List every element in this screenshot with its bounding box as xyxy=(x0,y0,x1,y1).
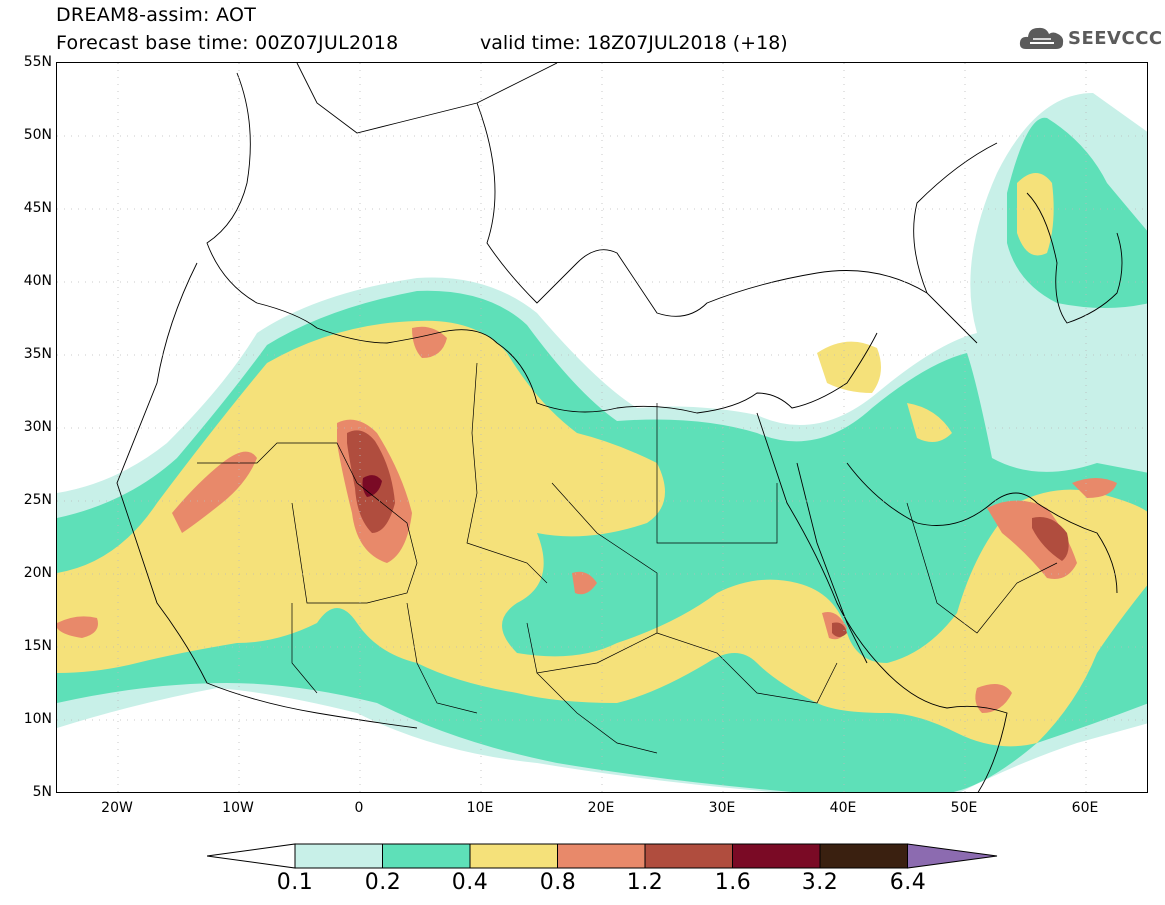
colorbar-under-arrow xyxy=(207,843,296,869)
colorbar-over-arrow xyxy=(907,843,998,869)
colorbar-label-3-2: 3.2 xyxy=(801,870,839,895)
lon-label-50e: 50E xyxy=(950,800,978,816)
colorbar-label-1-6: 1.6 xyxy=(714,870,752,895)
colorbar-swatch-6 xyxy=(819,843,908,869)
colorbar-label-0-8: 0.8 xyxy=(539,870,577,895)
cloud-icon xyxy=(1019,27,1064,49)
colorbar-swatch-1 xyxy=(382,843,471,869)
lon-label-30e: 30E xyxy=(708,800,736,816)
colorbar-swatch-0 xyxy=(294,843,383,869)
map-area[interactable] xyxy=(56,62,1148,793)
lon-label-20w: 20W xyxy=(101,800,133,816)
colorbar-label-0-2: 0.2 xyxy=(364,870,402,895)
lat-label-45n: 45N xyxy=(23,200,52,216)
country-borders xyxy=(197,362,1058,754)
logo-text: SEEVCCC xyxy=(1068,27,1163,49)
map-title: DREAM8-assim: AOT xyxy=(56,4,257,26)
colorbar xyxy=(207,843,998,869)
lat-label-30n: 30N xyxy=(23,419,52,435)
seevccc-logo: SEEVCCC xyxy=(1018,22,1163,54)
lat-label-5n: 5N xyxy=(32,784,52,800)
lon-label-10e: 10E xyxy=(466,800,494,816)
lon-label-40e: 40E xyxy=(829,800,857,816)
colorbar-label-1-2: 1.2 xyxy=(626,870,664,895)
lat-label-50n: 50N xyxy=(23,127,52,143)
lat-label-10n: 10N xyxy=(23,711,52,727)
graticule xyxy=(57,63,1147,792)
colorbar-swatch-2 xyxy=(469,843,558,869)
lon-label-0: 0 xyxy=(354,800,364,816)
colorbar-swatch-4 xyxy=(644,843,733,869)
lat-label-55n: 55N xyxy=(23,54,52,70)
colorbar-label-0-4: 0.4 xyxy=(451,870,489,895)
lat-label-35n: 35N xyxy=(23,346,52,362)
lon-label-10w: 10W xyxy=(222,800,254,816)
lon-label-20e: 20E xyxy=(587,800,615,816)
colorbar-label-0-1: 0.1 xyxy=(276,870,314,895)
lat-label-25n: 25N xyxy=(23,492,52,508)
aot-map xyxy=(57,63,1147,792)
lat-label-40n: 40N xyxy=(23,273,52,289)
colorbar-label-6-4: 6.4 xyxy=(889,870,927,895)
forecast-base-time: Forecast base time: 00Z07JUL2018 xyxy=(56,32,399,54)
lat-label-20n: 20N xyxy=(23,565,52,581)
coastlines xyxy=(116,63,1123,792)
colorbar-swatch-3 xyxy=(557,843,646,869)
lat-label-15n: 15N xyxy=(23,638,52,654)
lon-label-60e: 60E xyxy=(1071,800,1099,816)
valid-time: valid time: 18Z07JUL2018 (+18) xyxy=(480,32,788,54)
colorbar-swatch-5 xyxy=(732,843,821,869)
